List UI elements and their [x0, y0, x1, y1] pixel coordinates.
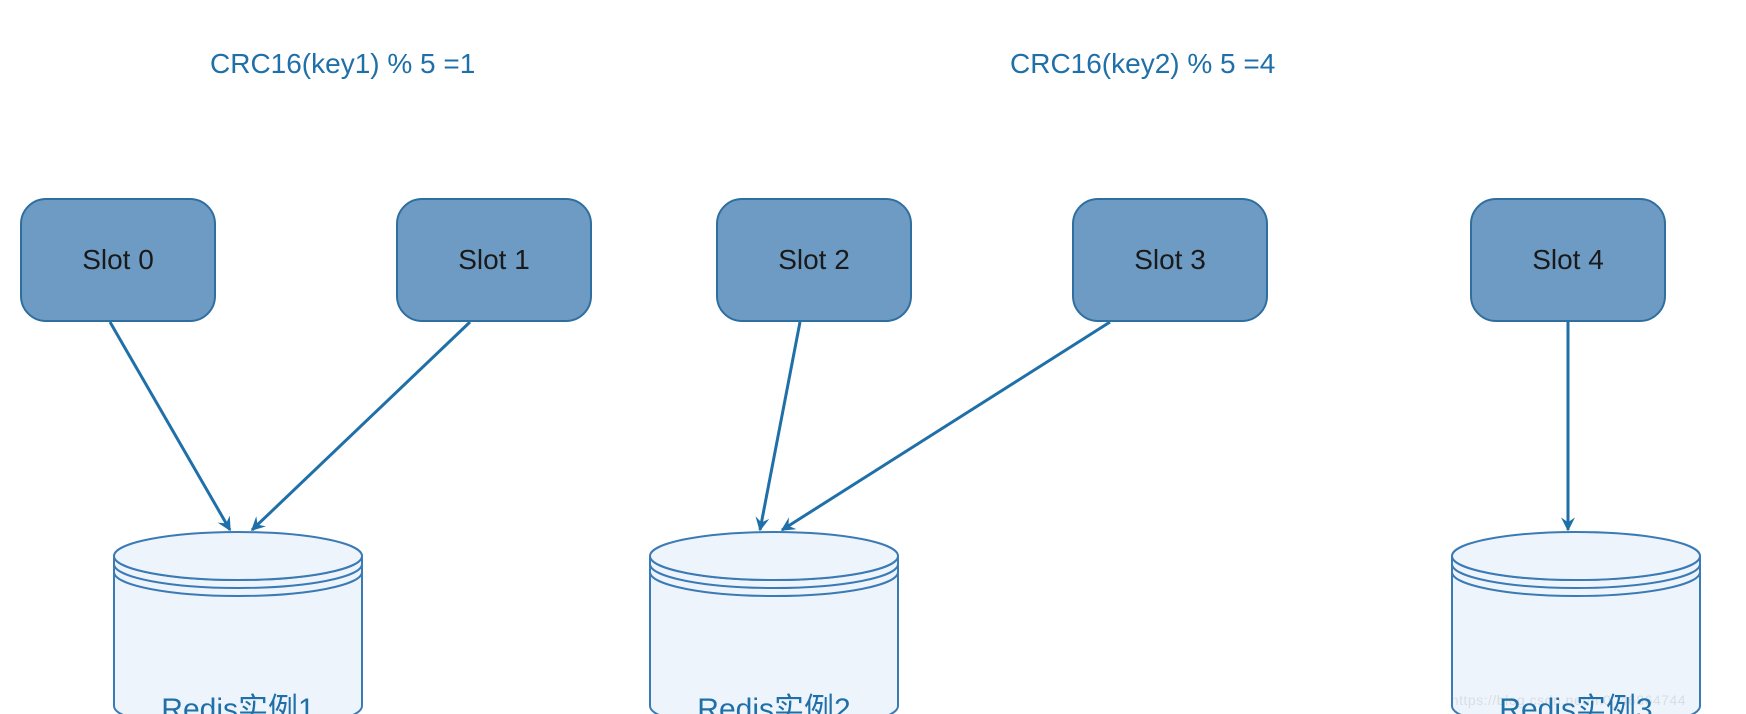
slot1-label: Slot 1	[458, 244, 530, 276]
db2-label: Redis实例2	[650, 684, 898, 714]
diagram-svg-layer	[0, 0, 1746, 714]
arrow2	[760, 322, 800, 530]
db1-label: Redis实例1	[114, 684, 362, 714]
slot1: Slot 1	[396, 198, 592, 322]
arrow0	[110, 322, 230, 530]
slot2: Slot 2	[716, 198, 912, 322]
slot4-label: Slot 4	[1532, 244, 1604, 276]
slot0-label: Slot 0	[82, 244, 154, 276]
arrow1	[252, 322, 470, 530]
slot3: Slot 3	[1072, 198, 1268, 322]
slot3-label: Slot 3	[1134, 244, 1206, 276]
slot4: Slot 4	[1470, 198, 1666, 322]
formula1: CRC16(key1) % 5 =1	[210, 48, 475, 80]
arrow3	[782, 322, 1110, 530]
db3-label: Redis实例3	[1452, 684, 1700, 714]
slot0: Slot 0	[20, 198, 216, 322]
formula2: CRC16(key2) % 5 =4	[1010, 48, 1275, 80]
slot2-label: Slot 2	[778, 244, 850, 276]
